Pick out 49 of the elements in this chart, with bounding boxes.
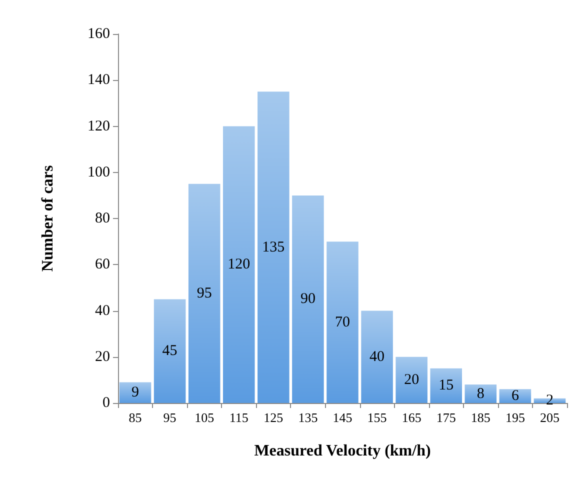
y-tick-label: 100: [88, 164, 110, 180]
x-tick-label: 195: [505, 410, 525, 425]
bar: [361, 310, 393, 403]
y-tick-label: 60: [95, 256, 110, 273]
bar: [119, 382, 152, 403]
y-tick-label: 40: [95, 302, 110, 319]
bar: [154, 299, 186, 403]
data-label: 6: [511, 388, 520, 404]
data-label: 45: [162, 343, 178, 360]
y-tick-label: 140: [88, 72, 110, 88]
bar: [430, 368, 462, 403]
bar: [326, 242, 358, 403]
x-tick-label: 135: [298, 410, 318, 425]
data-label: 70: [335, 314, 350, 330]
x-tick-label: 165: [402, 410, 422, 425]
x-tick-label: 175: [436, 410, 456, 425]
x-tick-label: 95: [163, 410, 176, 425]
data-label: 90: [300, 291, 316, 308]
y-tick-label: 0: [102, 395, 110, 411]
bar: [188, 184, 220, 403]
x-tick-label: 185: [470, 410, 490, 425]
data-label: 40: [370, 348, 385, 365]
bar: [396, 356, 428, 403]
data-label: 20: [404, 372, 420, 388]
x-axis-title: Measured Velocity (km/h): [254, 442, 431, 460]
x-tick-label: 85: [128, 410, 142, 425]
y-tick-label: 160: [88, 26, 110, 42]
data-label: 135: [262, 239, 285, 256]
x-tick-label: 105: [194, 410, 214, 425]
data-label: 9: [132, 384, 140, 401]
x-tick-label: 125: [264, 410, 284, 425]
data-label: 120: [228, 256, 250, 273]
data-label: 2: [546, 392, 554, 409]
x-tick-label: 115: [229, 410, 248, 425]
data-label: 8: [476, 386, 484, 402]
bar: [292, 195, 324, 403]
data-label: 95: [196, 285, 212, 302]
y-tick-label: 120: [88, 118, 110, 134]
x-tick-label: 155: [367, 410, 387, 425]
y-axis-title: Number of cars: [40, 165, 56, 272]
x-tick-label: 145: [332, 410, 352, 425]
bar: [222, 126, 255, 403]
bar: [464, 384, 497, 403]
bar: [258, 92, 290, 403]
y-tick-label: 20: [95, 348, 110, 365]
data-label: 15: [438, 378, 454, 394]
bar: [499, 389, 532, 403]
y-tick-label: 80: [95, 210, 110, 226]
x-tick-label: 205: [540, 410, 560, 425]
